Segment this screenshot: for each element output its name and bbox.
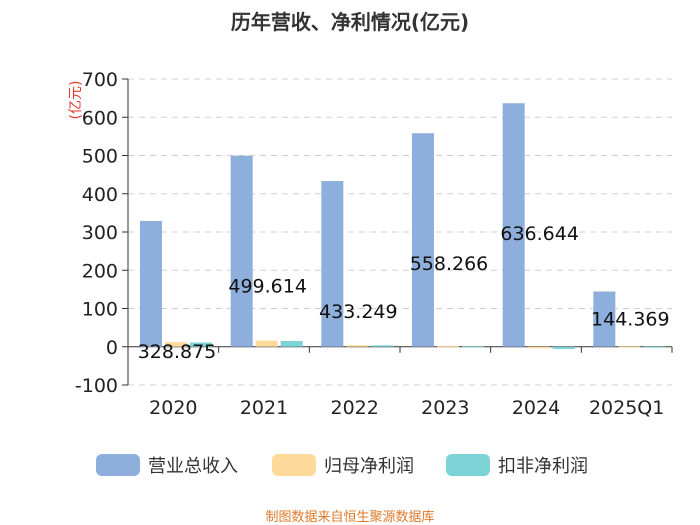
data-label: 433.249: [319, 301, 398, 323]
bar-deducted-profit: [462, 346, 484, 348]
legend-swatch-revenue: [96, 454, 140, 476]
bar-net-profit: [346, 345, 369, 347]
chart: -100 0 100 200 300 400 500 600 700 2020 2021 2022 20…: [68, 69, 673, 419]
y-axis-title: (亿元): [68, 81, 84, 120]
y-tick-label: -100: [75, 375, 118, 397]
bar-net-profit: [437, 346, 459, 348]
y-tick-label: 200: [82, 260, 118, 282]
legend-label-revenue: 营业总收入: [148, 456, 238, 477]
x-tick-label: 2021: [240, 397, 288, 419]
y-tick-label: 700: [82, 69, 118, 91]
x-tick-label: 2023: [421, 397, 469, 419]
legend-label-deducted-profit: 扣非净利润: [498, 456, 588, 477]
legend-item-revenue[interactable]: 营业总收入: [96, 452, 238, 478]
bar-deducted-profit: [552, 346, 575, 350]
bar-revenue: [321, 181, 344, 347]
legend-item-net-profit[interactable]: 归母净利润: [272, 452, 414, 478]
bar-revenue: [593, 291, 616, 347]
bar-net-profit: [618, 346, 641, 348]
y-tick-label: 500: [82, 146, 118, 168]
legend-label-net-profit: 归母净利润: [324, 456, 414, 477]
legend-swatch-net-profit: [272, 454, 316, 476]
data-label: 558.266: [410, 253, 489, 275]
data-label: 636.644: [500, 223, 579, 245]
y-tick-label: 400: [82, 184, 118, 206]
bar-deducted-profit: [190, 342, 212, 347]
data-label: 499.614: [228, 276, 307, 298]
y-tick-label: 100: [82, 299, 118, 321]
legend-swatch-deducted-profit: [446, 454, 490, 476]
data-label: 328.875: [138, 341, 217, 363]
source-note: 制图数据来自恒生聚源数据库: [265, 510, 435, 525]
y-tick-label: 300: [82, 222, 118, 244]
bar-deducted-profit: [643, 346, 666, 348]
x-tick-label: 2020: [149, 397, 197, 419]
bar-revenue: [502, 103, 525, 347]
legend-item-deducted-profit[interactable]: 扣非净利润: [446, 452, 588, 478]
chart-title: 历年营收、净利情况(亿元): [230, 10, 470, 34]
bar-net-profit: [527, 346, 550, 349]
x-tick-label: 2022: [330, 397, 378, 419]
bar-net-profit: [255, 340, 278, 347]
bar-revenue: [140, 220, 162, 347]
y-tick-label: 600: [82, 107, 118, 129]
x-tick-label: 2024: [512, 397, 560, 419]
bar-deducted-profit: [280, 341, 303, 347]
bar-revenue: [230, 155, 253, 347]
data-label: 144.369: [591, 309, 670, 331]
legend: 营业总收入 归母净利润 扣非净利润: [0, 452, 700, 482]
x-tick-label: 2025Q1: [589, 397, 664, 419]
bar-net-profit: [165, 342, 187, 347]
y-tick-label: 0: [106, 337, 118, 359]
bar-deducted-profit: [371, 345, 394, 347]
bar-revenue: [412, 133, 434, 347]
